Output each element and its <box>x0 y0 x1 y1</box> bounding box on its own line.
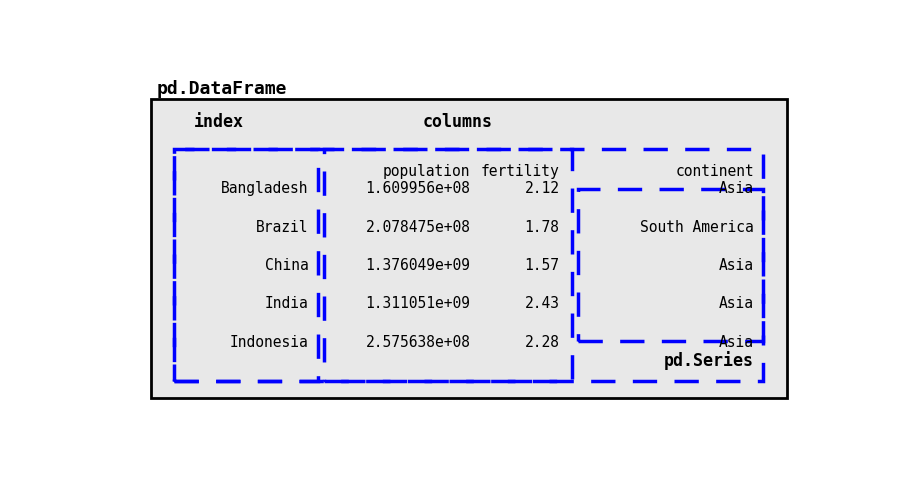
Text: 1.376049e+09: 1.376049e+09 <box>365 258 470 273</box>
Text: 2.43: 2.43 <box>524 296 559 311</box>
Text: columns: columns <box>422 113 492 131</box>
Text: continent: continent <box>675 164 753 179</box>
Text: 1.609956e+08: 1.609956e+08 <box>365 181 470 196</box>
Text: Asia: Asia <box>719 296 753 311</box>
Text: 1.78: 1.78 <box>524 220 559 235</box>
Text: index: index <box>194 113 243 131</box>
Text: 1.311051e+09: 1.311051e+09 <box>365 296 470 311</box>
Text: Asia: Asia <box>719 335 753 349</box>
Text: population: population <box>383 164 470 179</box>
Text: Indonesia: Indonesia <box>230 335 308 349</box>
Text: 2.12: 2.12 <box>524 181 559 196</box>
Text: South America: South America <box>640 220 753 235</box>
Text: 2.078475e+08: 2.078475e+08 <box>365 220 470 235</box>
Text: fertility: fertility <box>480 164 559 179</box>
Text: 2.575638e+08: 2.575638e+08 <box>365 335 470 349</box>
Text: China: China <box>264 258 308 273</box>
Text: Brazil: Brazil <box>256 220 308 235</box>
Text: pd.DataFrame: pd.DataFrame <box>157 80 287 98</box>
Text: pd.Series: pd.Series <box>663 351 753 370</box>
Text: Asia: Asia <box>719 258 753 273</box>
Text: Asia: Asia <box>719 181 753 196</box>
Text: India: India <box>264 296 308 311</box>
FancyBboxPatch shape <box>151 99 786 397</box>
Text: 1.57: 1.57 <box>524 258 559 273</box>
Text: 2.28: 2.28 <box>524 335 559 349</box>
Text: Bangladesh: Bangladesh <box>220 181 308 196</box>
